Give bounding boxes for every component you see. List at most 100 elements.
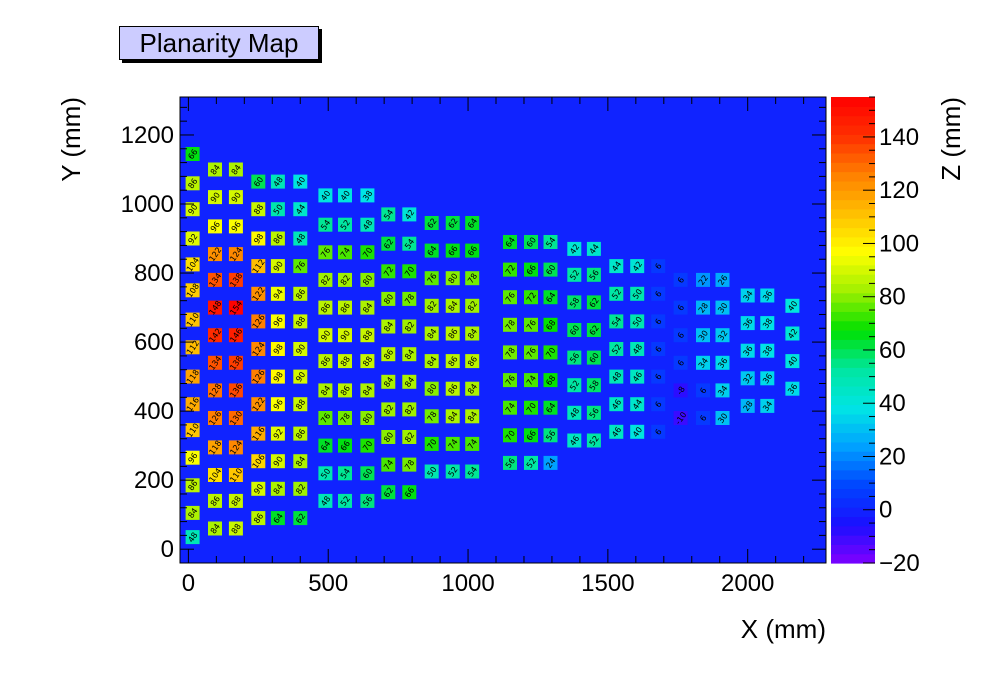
heatmap-cell bbox=[318, 188, 333, 203]
cell-value-label: 6 bbox=[653, 427, 663, 436]
heatmap-cell bbox=[338, 354, 352, 369]
heatmap-cell bbox=[424, 409, 439, 424]
heatmap-cell bbox=[185, 340, 200, 355]
heatmap-cell bbox=[586, 267, 601, 282]
heatmap-cell bbox=[228, 300, 243, 315]
heatmap-cell bbox=[402, 291, 417, 306]
colorbar-band bbox=[831, 423, 875, 434]
heatmap-cell bbox=[651, 314, 666, 329]
heatmap-cell bbox=[740, 343, 755, 358]
heatmap-cell bbox=[785, 326, 800, 341]
colorbar-band bbox=[831, 152, 875, 163]
heatmap-cell bbox=[696, 328, 710, 343]
heatmap-cell bbox=[465, 326, 480, 341]
cell-value-label: 6 bbox=[653, 317, 663, 326]
colorbar-band bbox=[831, 218, 875, 229]
heatmap-cell bbox=[185, 530, 200, 545]
heatmap-cell bbox=[381, 264, 396, 279]
heatmap-cell bbox=[381, 207, 396, 222]
heatmap-cell bbox=[445, 216, 460, 230]
heatmap-cell bbox=[381, 485, 396, 500]
heatmap-cell bbox=[318, 466, 333, 481]
heatmap-cell bbox=[293, 369, 308, 384]
heatmap-cell bbox=[293, 481, 308, 496]
heatmap-cell bbox=[543, 235, 558, 249]
heatmap-cell bbox=[524, 400, 538, 415]
heatmap-cell bbox=[293, 511, 308, 526]
heatmap-cell bbox=[465, 216, 480, 230]
colorbar-band bbox=[831, 385, 875, 396]
x-tick-label: 0 bbox=[182, 570, 195, 597]
heatmap-cell bbox=[270, 454, 285, 469]
heatmap-cell bbox=[185, 369, 200, 384]
heatmap-cell bbox=[503, 400, 517, 415]
heatmap-cell bbox=[673, 272, 688, 287]
colorbar-band bbox=[831, 376, 875, 387]
heatmap-cell bbox=[338, 188, 352, 203]
heatmap-cell bbox=[740, 371, 755, 386]
heatmap-cell bbox=[360, 354, 375, 369]
heatmap-cell bbox=[465, 354, 480, 369]
cell-value-label: 6 bbox=[676, 276, 686, 285]
colorbar-band bbox=[831, 553, 875, 564]
heatmap-cell bbox=[318, 383, 333, 398]
colorbar-band bbox=[831, 236, 875, 247]
heatmap-cell bbox=[696, 272, 710, 287]
heatmap-cell bbox=[524, 373, 538, 388]
heatmap-cell bbox=[228, 521, 243, 536]
heatmap-cell bbox=[381, 374, 396, 389]
heatmap-cell bbox=[785, 298, 800, 313]
heatmap-cell bbox=[318, 300, 333, 315]
colorbar-band bbox=[831, 441, 875, 452]
heatmap-cell bbox=[360, 493, 375, 508]
heatmap-cell bbox=[609, 342, 624, 356]
heatmap-cell bbox=[740, 398, 755, 413]
cell-value-label: 6 bbox=[676, 358, 686, 367]
heatmap-cell bbox=[445, 298, 460, 313]
colorbar-band bbox=[831, 348, 875, 359]
heatmap-cell bbox=[270, 426, 285, 441]
heatmap-cell bbox=[424, 243, 439, 258]
heatmap-cell bbox=[465, 436, 480, 451]
heatmap-cell bbox=[318, 493, 333, 508]
heatmap-cell bbox=[503, 345, 517, 360]
heatmap-cell bbox=[185, 202, 200, 217]
heatmap-cell bbox=[208, 190, 222, 205]
heatmap-cell bbox=[208, 411, 222, 425]
heatmap-cell bbox=[524, 345, 538, 360]
heatmap-cell bbox=[251, 369, 266, 384]
heatmap-cell bbox=[381, 430, 396, 444]
heatmap-cell bbox=[208, 493, 222, 508]
heatmap-cell bbox=[715, 355, 730, 370]
heatmap-cell bbox=[360, 328, 375, 343]
colorbar-tick-label: 20 bbox=[879, 443, 906, 470]
heatmap-cell bbox=[381, 347, 396, 362]
cell-value-label: -8 bbox=[675, 385, 687, 397]
colorbar-band bbox=[831, 404, 875, 415]
y-axis-label: Y (mm) bbox=[56, 97, 86, 182]
heatmap-cell bbox=[609, 259, 624, 274]
colorbar-band bbox=[831, 199, 875, 210]
cell-value-label: 6 bbox=[653, 372, 663, 381]
heatmap-cell bbox=[567, 405, 582, 420]
colorbar-band bbox=[831, 115, 875, 126]
heatmap-cell bbox=[318, 411, 333, 425]
heatmap-cell bbox=[270, 511, 285, 526]
heatmap-cell bbox=[465, 271, 480, 286]
heatmap-cell bbox=[543, 400, 558, 415]
heatmap-cell bbox=[503, 317, 517, 332]
y-tick-label: 1000 bbox=[121, 191, 174, 218]
heatmap-cell bbox=[251, 174, 266, 189]
heatmap-cell bbox=[185, 397, 200, 412]
heatmap-cell bbox=[785, 381, 800, 396]
heatmap-cell bbox=[338, 411, 352, 425]
heatmap-cell bbox=[651, 342, 666, 356]
heatmap-cell bbox=[338, 300, 352, 315]
heatmap-cell bbox=[360, 383, 375, 398]
heatmap-cell bbox=[270, 342, 285, 356]
heatmap-cell bbox=[270, 202, 285, 217]
heatmap-cell bbox=[567, 350, 582, 365]
cell-value-label: 6 bbox=[653, 400, 663, 409]
x-tick-label: 1500 bbox=[581, 570, 634, 597]
heatmap-cell bbox=[424, 298, 439, 313]
